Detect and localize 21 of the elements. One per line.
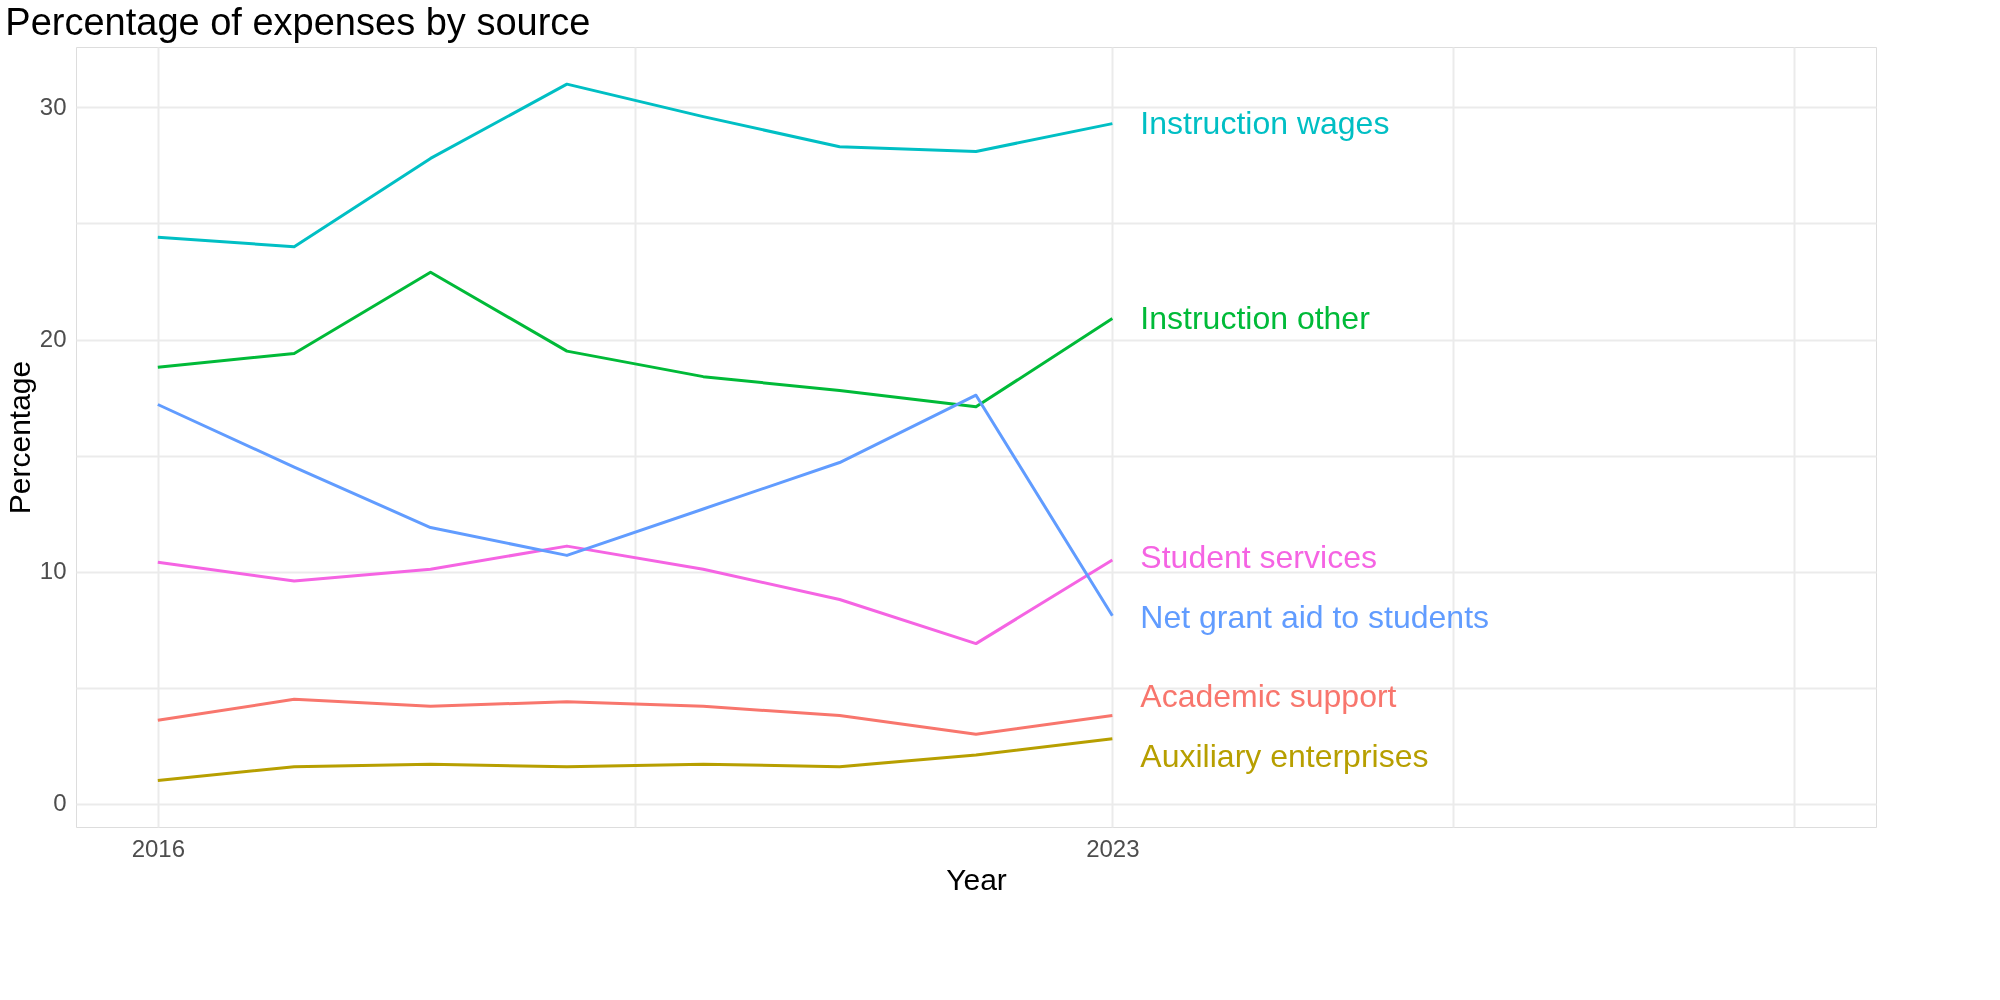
line-series (156, 697, 1114, 736)
line-series (156, 737, 1114, 783)
y-tick-label: 30 (39, 92, 67, 120)
line-series (156, 544, 1114, 646)
series-label: Net grant aid to students (1140, 599, 1490, 636)
x-tick-label: 2023 (1086, 834, 1140, 862)
series-label: Auxiliary enterprises (1140, 738, 1429, 775)
series-label: Instruction wages (1140, 104, 1390, 141)
line-series (156, 393, 1114, 618)
line-series (156, 82, 1114, 249)
y-tick-label: 10 (39, 557, 67, 585)
series-label: Instruction other (1140, 299, 1371, 336)
series-label: Student services (1140, 538, 1377, 575)
x-axis-title: Year (946, 862, 1007, 896)
y-tick-label: 0 (53, 789, 67, 817)
y-tick-label: 20 (39, 325, 67, 352)
chart-title: Percentage of expenses by source (5, 1, 591, 43)
series-label: Academic support (1140, 678, 1397, 714)
x-tick-label: 2016 (131, 834, 186, 862)
y-axis-title: Percentage (2, 360, 36, 515)
line-series (156, 270, 1114, 409)
